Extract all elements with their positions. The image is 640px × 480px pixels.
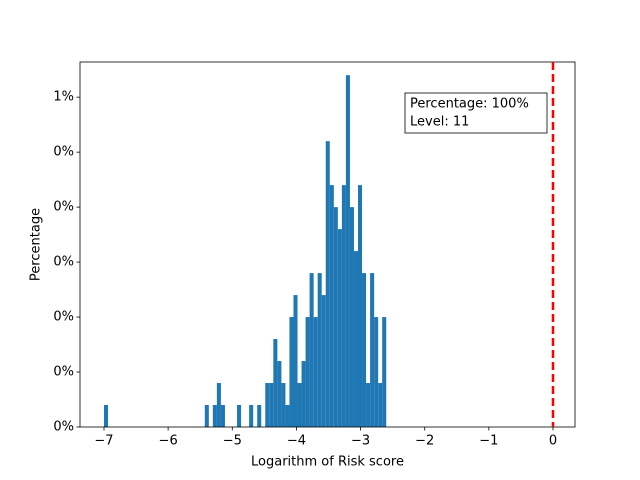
bar (273, 339, 278, 427)
bar (374, 317, 379, 427)
bar (345, 75, 350, 427)
bar (297, 383, 302, 427)
bar (333, 207, 338, 427)
bar (325, 141, 330, 428)
y-axis-label: Percentage (29, 208, 44, 281)
x-tick-label: −6 (159, 434, 178, 449)
x-tick-label: −5 (223, 434, 242, 449)
annotation-text: Percentage: 100% (410, 97, 529, 112)
bar (321, 295, 326, 427)
bar (269, 383, 274, 427)
bar (378, 383, 383, 427)
bar (212, 405, 217, 427)
y-tick-label: 0% (53, 310, 74, 325)
bar (249, 405, 254, 427)
x-tick-label: −1 (479, 434, 498, 449)
bar (237, 405, 242, 427)
y-tick-label: 1% (53, 90, 74, 105)
bar (285, 405, 290, 427)
bar (313, 317, 318, 427)
axes-frame (79, 61, 576, 428)
bar (216, 383, 221, 427)
bar (277, 361, 282, 427)
bar (382, 317, 387, 427)
bar (329, 185, 334, 427)
x-tick-label: −2 (415, 434, 434, 449)
bar (289, 317, 294, 427)
annotation-box (404, 92, 548, 134)
bar (204, 405, 209, 427)
bar (309, 273, 314, 427)
bar (341, 185, 346, 427)
x-tick-label: −7 (94, 434, 113, 449)
y-tick-label: 0% (53, 200, 74, 215)
bar (349, 207, 354, 427)
bar (220, 405, 225, 427)
y-tick-label: 0% (53, 365, 74, 380)
bar (301, 361, 306, 427)
bar (366, 383, 371, 427)
x-tick-label: −3 (351, 434, 370, 449)
y-tick-label: 0% (53, 255, 74, 270)
bar (358, 185, 363, 427)
bar (353, 251, 359, 427)
bar (370, 273, 375, 427)
y-tick-label: 0% (53, 145, 74, 160)
bar (362, 273, 367, 427)
bar (317, 273, 322, 427)
x-axis-label: Logarithm of Risk score (251, 455, 404, 470)
bar (337, 229, 342, 427)
annotation-text: Level: 11 (410, 115, 469, 130)
bar (293, 295, 298, 427)
bar (281, 383, 286, 427)
bar (265, 383, 270, 427)
x-tick-label: 0 (549, 434, 557, 449)
bar (305, 317, 310, 427)
bar (103, 405, 109, 427)
bar (257, 405, 262, 427)
x-tick-label: −4 (287, 434, 306, 449)
y-tick-label: 0% (53, 420, 74, 435)
